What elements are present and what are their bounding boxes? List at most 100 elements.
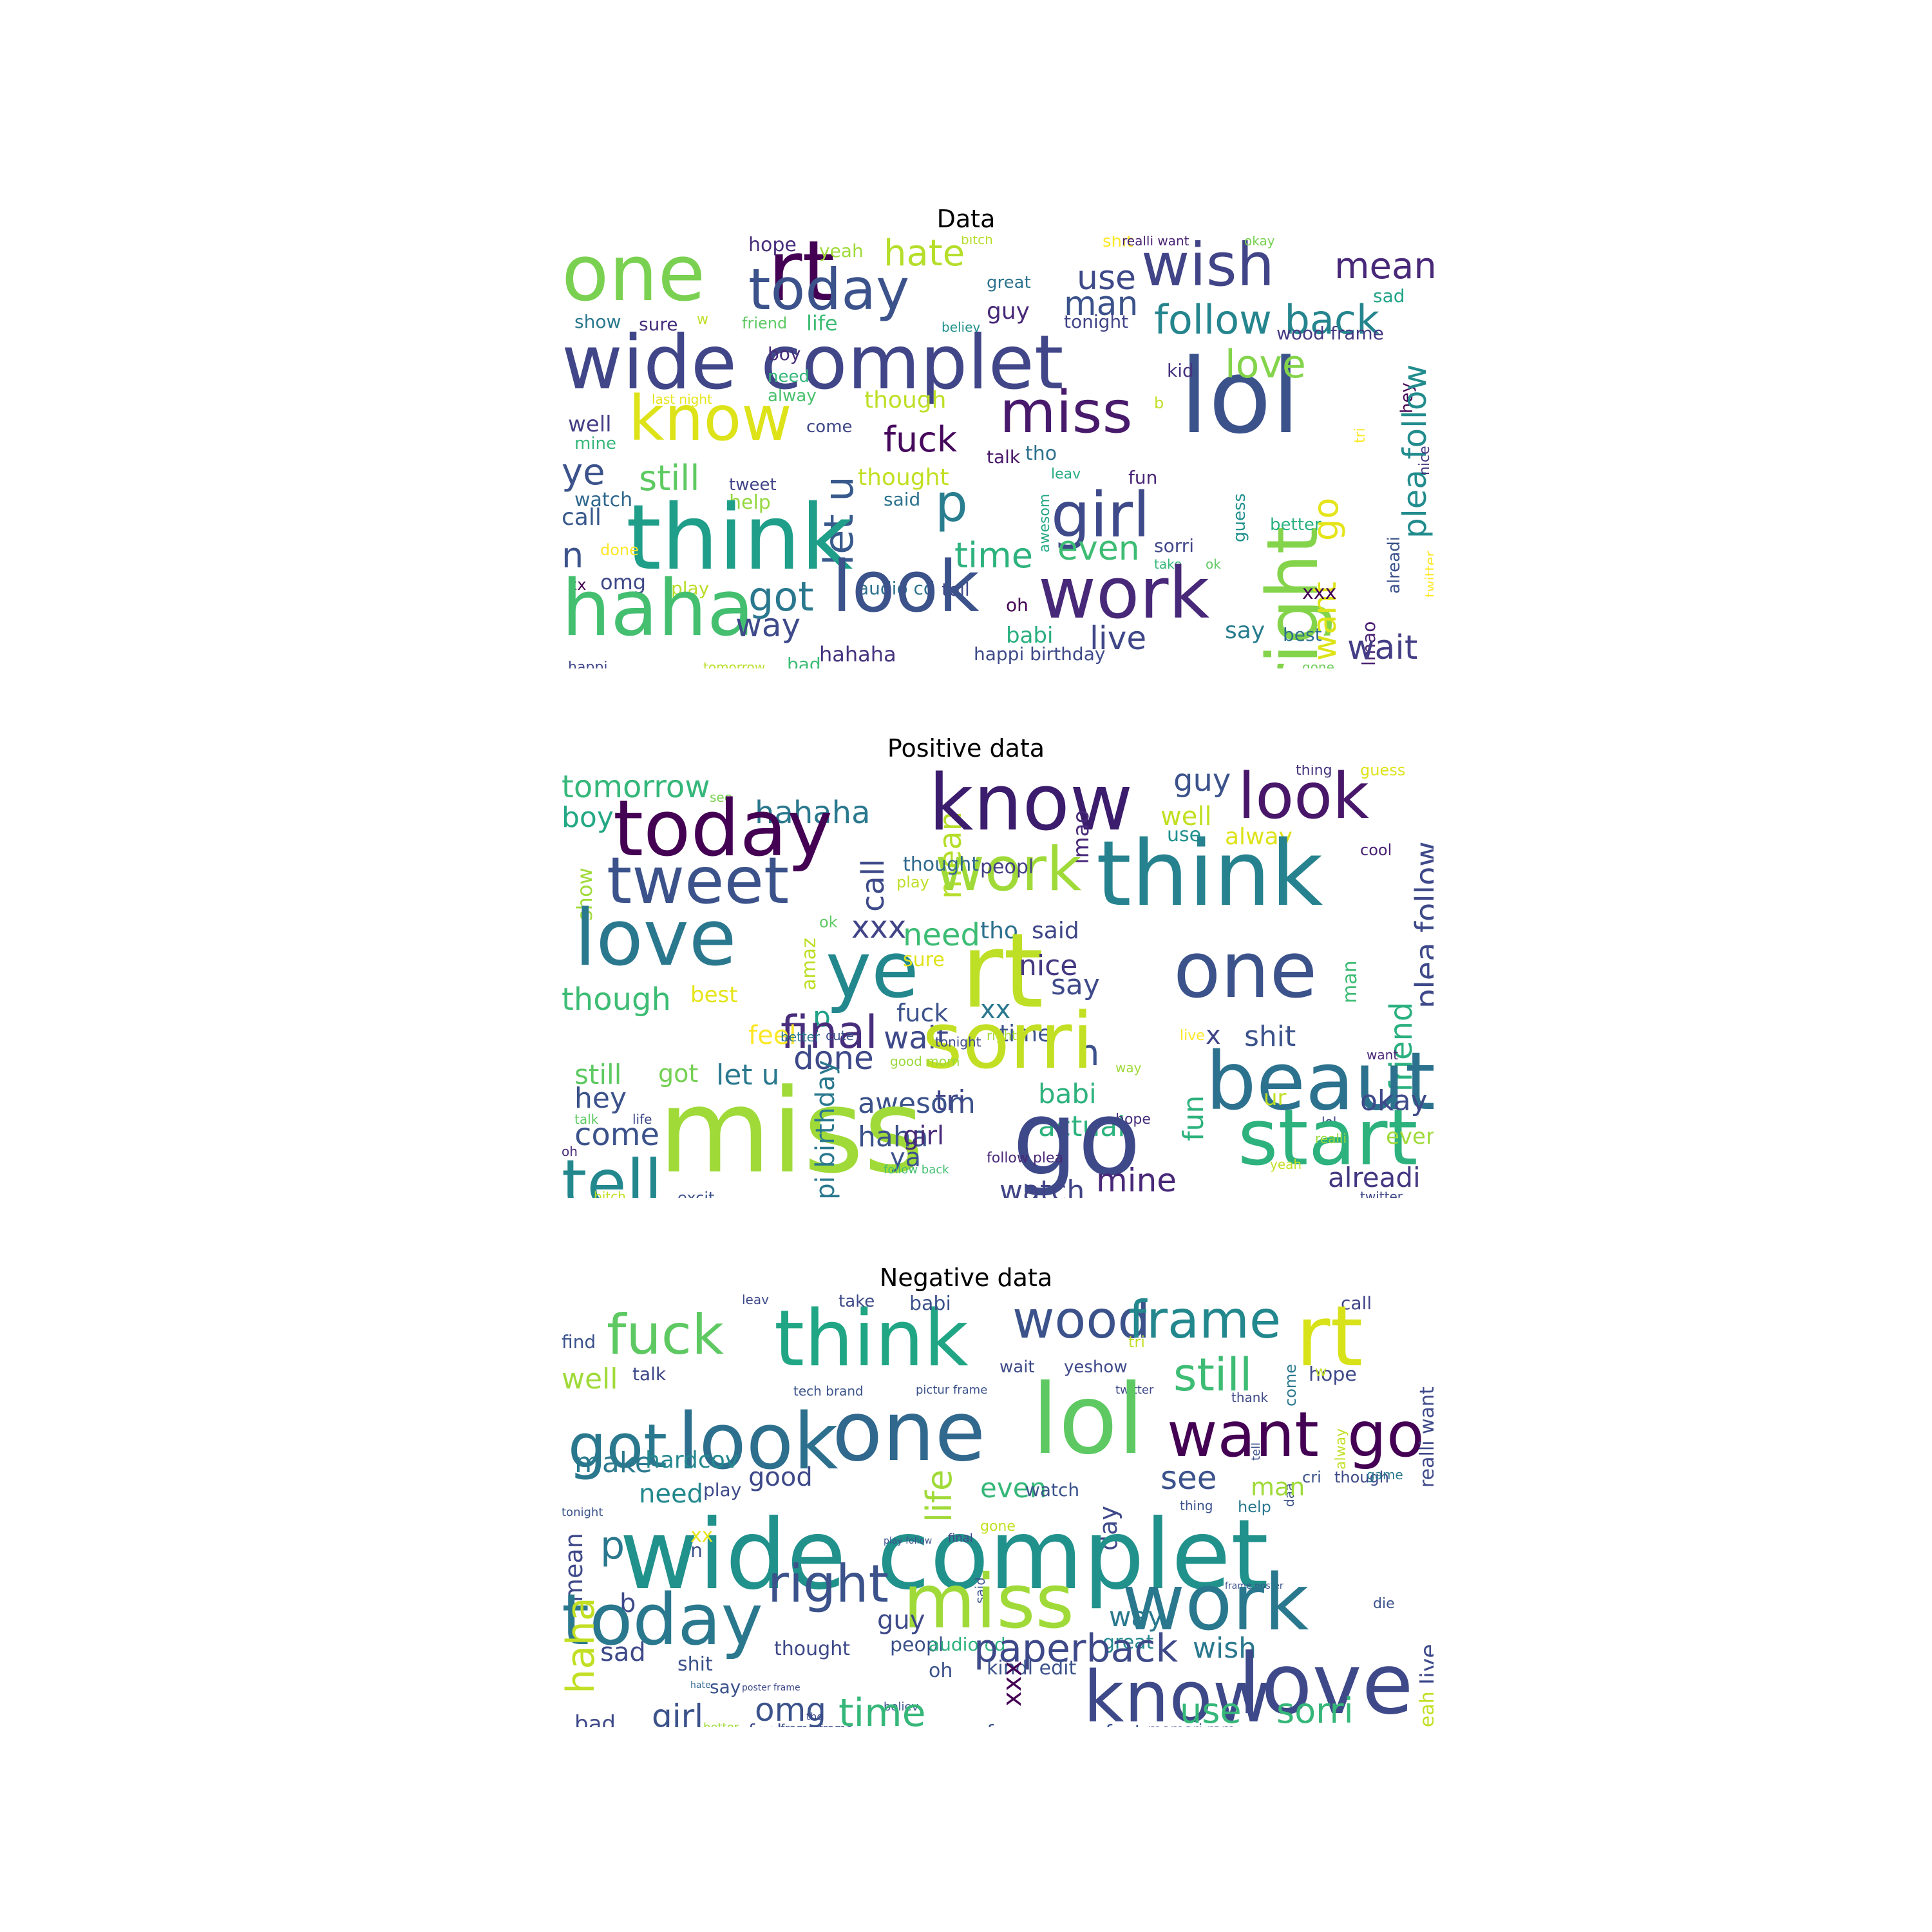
cloud-word-positive-37: man bbox=[1339, 960, 1361, 1003]
cloud-word-positive-73: talk bbox=[574, 1112, 599, 1127]
cloud-word-data-58: watch bbox=[574, 489, 633, 511]
cloud-word-data-97: bad bbox=[787, 654, 821, 669]
cloud-word-positive-72: okay bbox=[1360, 1084, 1428, 1117]
cloud-word-negative-92: girl bbox=[652, 1698, 704, 1727]
cloud-word-data-23: friend bbox=[742, 314, 788, 332]
cloud-word-negative-10: well bbox=[562, 1363, 618, 1396]
cloud-word-positive-94: mine bbox=[1096, 1162, 1177, 1198]
cloud-word-negative-66: great bbox=[1103, 1631, 1154, 1654]
cloud-word-positive-52: wait bbox=[884, 1020, 949, 1056]
cloud-word-data-30: need bbox=[768, 367, 810, 386]
cloud-word-data-53: fun bbox=[1128, 467, 1158, 488]
cloud-word-data-82: work bbox=[1038, 552, 1210, 634]
cloud-word-negative-75: peopl bbox=[890, 1634, 944, 1656]
cloud-word-data-15: man bbox=[1064, 285, 1139, 323]
cloud-word-positive-65: want bbox=[1367, 1047, 1399, 1063]
cloud-word-data-28: love bbox=[1225, 342, 1306, 387]
cloud-word-positive-81: girl bbox=[903, 1121, 945, 1151]
cloud-word-positive-13: well bbox=[1160, 802, 1212, 831]
cloud-word-data-62: girl bbox=[1051, 479, 1150, 551]
cloud-word-positive-76: hope bbox=[1115, 1112, 1151, 1128]
cloud-word-negative-29: tell bbox=[1249, 1442, 1263, 1461]
cloud-word-data-95: happi bbox=[568, 659, 608, 669]
cloud-word-negative-26: thank bbox=[1231, 1390, 1269, 1405]
cloud-word-positive-60: still bbox=[574, 1059, 622, 1090]
cloud-word-negative-68: live bbox=[1416, 1643, 1434, 1685]
cloud-word-data-12: bitch bbox=[961, 236, 993, 247]
cloud-word-negative-85: love bbox=[1238, 1635, 1414, 1727]
cloud-word-data-87: look bbox=[832, 545, 980, 628]
cloud-word-positive-87: follow plea bbox=[987, 1150, 1063, 1166]
cloud-word-positive-84: even bbox=[1386, 1124, 1434, 1150]
cloud-word-negative-65: way bbox=[1109, 1601, 1164, 1633]
cloud-word-positive-11: call bbox=[855, 858, 891, 912]
cloud-word-positive-85: oh bbox=[562, 1144, 578, 1159]
cloud-word-data-61: p bbox=[935, 473, 968, 533]
cloud-word-negative-23: look bbox=[677, 1397, 838, 1487]
cloud-word-positive-20: thought bbox=[903, 853, 979, 876]
cloud-word-positive-97: bitch bbox=[594, 1189, 626, 1198]
cloud-word-positive-67: let u bbox=[716, 1059, 780, 1092]
cloud-word-positive-68: awesom bbox=[858, 1087, 976, 1120]
cloud-word-negative-69: guy bbox=[877, 1605, 925, 1635]
cloud-word-negative-80: poster frame bbox=[742, 1683, 800, 1693]
cloud-word-data-70: sorri bbox=[1154, 535, 1195, 556]
cloud-word-positive-58: live bbox=[1180, 1028, 1205, 1044]
cloud-word-data-66: call bbox=[562, 504, 601, 531]
cloud-word-data-0: one bbox=[562, 236, 706, 319]
cloud-word-negative-20: pictur frame bbox=[916, 1383, 988, 1397]
cloud-word-positive-92: happi birthday bbox=[811, 1059, 840, 1198]
cloud-word-negative-70: haha bbox=[562, 1597, 603, 1694]
cloud-word-data-85: haha bbox=[562, 564, 755, 654]
cloud-word-data-78: omg bbox=[600, 570, 647, 594]
cloud-word-positive-63: beauti bbox=[1206, 1036, 1434, 1128]
cloud-word-data-59: help bbox=[729, 491, 771, 514]
cloud-word-positive-0: tomorrow bbox=[562, 769, 710, 805]
cloud-word-data-86: got bbox=[748, 573, 814, 620]
panel-title-negative: Negative data bbox=[879, 1264, 1053, 1292]
cloud-word-positive-24: plea follow bbox=[1409, 841, 1434, 1009]
cloud-word-negative-62: right bbox=[768, 1554, 889, 1614]
cloud-word-data-98: hahaha bbox=[819, 642, 896, 667]
cloud-word-data-47: tho bbox=[1025, 442, 1057, 465]
cloud-word-positive-22: play bbox=[896, 873, 929, 891]
cloud-word-positive-89: follow back bbox=[884, 1163, 949, 1177]
cloud-word-positive-78: come bbox=[574, 1117, 660, 1153]
cloud-word-data-88: oh bbox=[1006, 594, 1028, 616]
cloud-word-data-29: boy bbox=[768, 343, 801, 365]
cloud-word-data-11: okay bbox=[1244, 236, 1275, 249]
cloud-word-positive-1: see bbox=[710, 790, 733, 805]
cloud-word-positive-46: x bbox=[1206, 1021, 1221, 1050]
cloud-word-positive-83: start bbox=[1238, 1094, 1418, 1183]
cloud-word-data-43: mine bbox=[574, 434, 617, 453]
cloud-word-data-19: tonight bbox=[1064, 311, 1129, 332]
cloud-word-data-27: lol bbox=[1180, 336, 1300, 457]
cloud-word-data-10: realli want bbox=[1122, 236, 1189, 249]
cloud-word-data-81: tell bbox=[942, 579, 970, 600]
cloud-word-positive-71: ur bbox=[1264, 1085, 1287, 1111]
cloud-word-data-69: even bbox=[1057, 529, 1140, 568]
cloud-word-negative-78: wish bbox=[1193, 1632, 1257, 1665]
cloud-word-data-2: today bbox=[748, 256, 910, 323]
cloud-word-positive-95: alreadi bbox=[1328, 1162, 1421, 1193]
cloud-word-data-24: life bbox=[806, 311, 838, 336]
cloud-word-positive-53: right bbox=[987, 1028, 1017, 1043]
cloud-word-negative-9: rt bbox=[1296, 1294, 1363, 1385]
cloud-word-positive-70: babi bbox=[1038, 1078, 1097, 1110]
cloud-word-data-67: think bbox=[626, 486, 853, 591]
cloud-word-negative-18: got bbox=[568, 1412, 668, 1482]
cloud-word-positive-32: ye bbox=[826, 926, 919, 1016]
cloud-word-negative-81: kindl edit bbox=[987, 1657, 1077, 1680]
cloud-word-positive-5: guy bbox=[1173, 765, 1231, 799]
cloud-word-negative-63: miss bbox=[903, 1558, 1075, 1645]
cloud-word-data-79: play bbox=[671, 578, 710, 599]
word-cloud-negative: find fuck leav think take babi wood frame call rt… bbox=[562, 1294, 1434, 1727]
cloud-word-data-63: awesom bbox=[1037, 493, 1053, 553]
cloud-word-data-89: way bbox=[735, 607, 801, 644]
cloud-word-data-99: happi birthday bbox=[974, 643, 1106, 665]
cloud-word-data-68: time bbox=[954, 535, 1034, 576]
cloud-word-positive-18: tweet bbox=[607, 843, 790, 918]
cloud-word-negative-95: feel bbox=[748, 1722, 782, 1728]
cloud-word-positive-51: cute bbox=[826, 1028, 854, 1043]
cloud-word-data-35: last night bbox=[652, 392, 712, 407]
